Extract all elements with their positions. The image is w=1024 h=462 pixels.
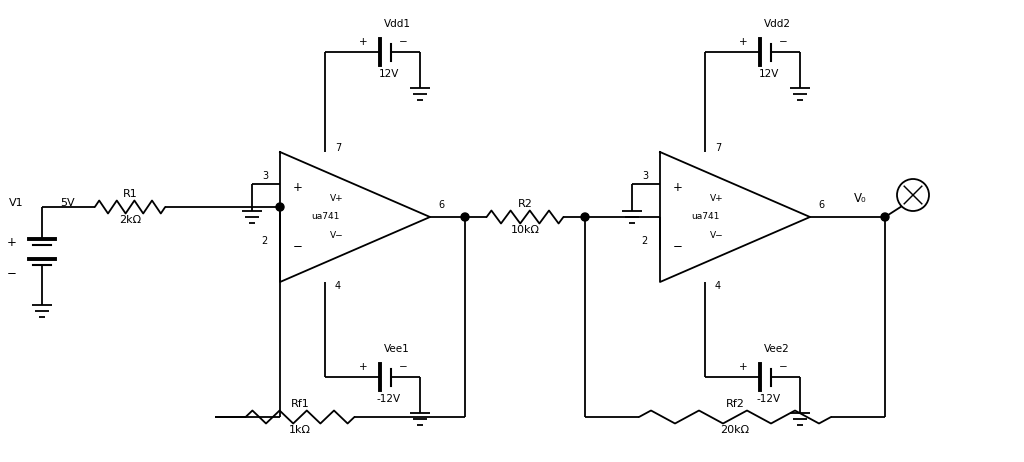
Text: 3: 3 xyxy=(262,171,268,182)
Text: Rf1: Rf1 xyxy=(291,399,309,409)
Text: ua741: ua741 xyxy=(691,213,719,221)
Text: −: − xyxy=(778,362,787,372)
Text: R1: R1 xyxy=(123,189,137,199)
Text: 12V: 12V xyxy=(379,69,399,79)
Text: 7: 7 xyxy=(715,143,721,153)
Text: 7: 7 xyxy=(335,143,341,153)
Text: −: − xyxy=(398,37,408,47)
Circle shape xyxy=(581,213,589,221)
Text: -12V: -12V xyxy=(377,394,401,404)
Text: 2: 2 xyxy=(262,237,268,247)
Text: V−: V− xyxy=(710,231,723,240)
Text: 12V: 12V xyxy=(759,69,779,79)
Text: 2: 2 xyxy=(642,237,648,247)
Text: Vee1: Vee1 xyxy=(384,344,410,354)
Text: 20kΩ: 20kΩ xyxy=(721,425,750,435)
Text: −: − xyxy=(673,240,683,253)
Text: 4: 4 xyxy=(715,281,721,291)
Text: 3: 3 xyxy=(642,171,648,182)
Text: 6: 6 xyxy=(438,200,444,210)
Text: +: + xyxy=(358,37,368,47)
Text: V+: V+ xyxy=(330,195,343,203)
Text: +: + xyxy=(7,236,17,249)
Text: 10kΩ: 10kΩ xyxy=(511,225,540,235)
Text: -12V: -12V xyxy=(757,394,781,404)
Text: V+: V+ xyxy=(710,195,723,203)
Circle shape xyxy=(461,213,469,221)
Text: 5V: 5V xyxy=(60,198,75,208)
Text: V1: V1 xyxy=(9,198,24,208)
Text: Vdd2: Vdd2 xyxy=(764,19,791,29)
Text: −: − xyxy=(778,37,787,47)
Text: Vdd1: Vdd1 xyxy=(384,19,411,29)
Text: ua741: ua741 xyxy=(311,213,339,221)
Text: −: − xyxy=(398,362,408,372)
Text: 6: 6 xyxy=(818,200,824,210)
Text: 4: 4 xyxy=(335,281,341,291)
Text: 2kΩ: 2kΩ xyxy=(119,215,141,225)
Text: +: + xyxy=(293,181,303,194)
Text: Vee2: Vee2 xyxy=(764,344,790,354)
Text: 1kΩ: 1kΩ xyxy=(289,425,311,435)
Circle shape xyxy=(276,203,284,211)
Text: +: + xyxy=(358,362,368,372)
Text: −: − xyxy=(293,240,303,253)
Text: R2: R2 xyxy=(517,199,532,209)
Text: Rf2: Rf2 xyxy=(726,399,744,409)
Text: +: + xyxy=(738,37,748,47)
Text: V−: V− xyxy=(330,231,343,240)
Text: +: + xyxy=(673,181,683,194)
Text: +: + xyxy=(738,362,748,372)
Circle shape xyxy=(881,213,889,221)
Text: V₀: V₀ xyxy=(854,193,866,206)
Text: −: − xyxy=(7,267,17,280)
